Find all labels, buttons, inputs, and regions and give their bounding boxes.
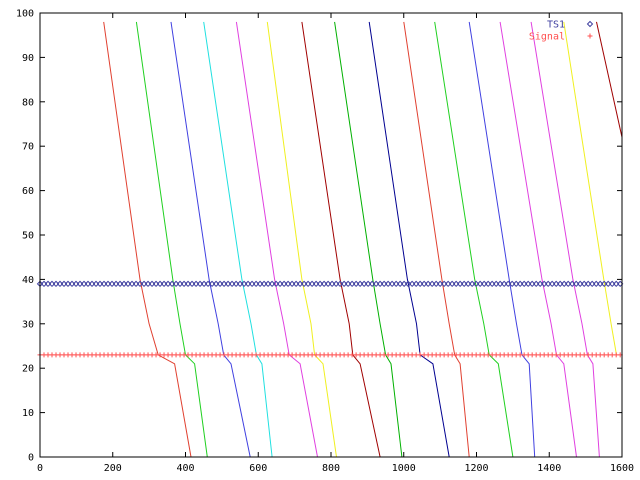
x-tick-label: 1600 <box>610 463 634 474</box>
legend-label: TS1 <box>547 20 565 31</box>
y-tick-label: 10 <box>22 408 34 419</box>
series-signal <box>37 352 623 358</box>
sweep-line-3 <box>170 21 251 458</box>
x-axis: 0 200 400 600 800 1000 1200 1400 1600 <box>37 13 634 474</box>
sweep-line-10 <box>403 21 470 458</box>
y-tick-label: 60 <box>22 186 34 197</box>
sweep-line-6 <box>266 21 337 458</box>
legend-entry-signal: Signal <box>529 32 593 43</box>
sweep-line-11 <box>434 21 514 458</box>
x-tick-label: 0 <box>37 463 43 474</box>
y-tick-label: 50 <box>22 231 34 242</box>
x-tick-label: 1200 <box>464 463 488 474</box>
legend-marker <box>586 20 594 28</box>
sweep-line-13 <box>499 21 577 458</box>
x-tick-label: 400 <box>176 463 194 474</box>
sweep-line-7 <box>301 21 381 458</box>
sweep-line-9 <box>368 21 450 458</box>
sweep-line-14 <box>530 21 600 458</box>
sweep-line-5 <box>235 21 318 458</box>
y-tick-label: 20 <box>22 364 34 375</box>
legend-entry-ts1: TS1 <box>547 20 594 31</box>
sweep-line-16 <box>596 21 623 138</box>
sweep-line-12 <box>468 21 536 458</box>
sweep-line-2 <box>135 21 208 458</box>
sweep-line-8 <box>334 21 403 458</box>
legend-marker <box>587 33 593 39</box>
x-tick-label: 600 <box>249 463 267 474</box>
sweep-line-4 <box>203 21 273 458</box>
x-tick-label: 200 <box>104 463 122 474</box>
y-tick-label: 90 <box>22 53 34 64</box>
x-tick-label: 1400 <box>537 463 561 474</box>
sweep-line-15 <box>563 21 617 355</box>
y-tick-label: 0 <box>28 453 34 464</box>
sweep-line-1 <box>103 21 192 458</box>
y-tick-label: 100 <box>16 9 34 20</box>
x-tick-label: 1000 <box>392 463 416 474</box>
y-axis: 0 10 20 30 40 50 60 70 80 90 100 <box>16 9 622 464</box>
y-tick-label: 30 <box>22 319 34 330</box>
y-tick-label: 40 <box>22 275 34 286</box>
legend-label: Signal <box>529 32 565 43</box>
y-tick-label: 70 <box>22 142 34 153</box>
y-tick-label: 80 <box>22 97 34 108</box>
x-tick-label: 800 <box>322 463 340 474</box>
sweep-lines <box>103 21 623 458</box>
marker-series <box>36 280 624 358</box>
series-ts1 <box>36 280 624 288</box>
